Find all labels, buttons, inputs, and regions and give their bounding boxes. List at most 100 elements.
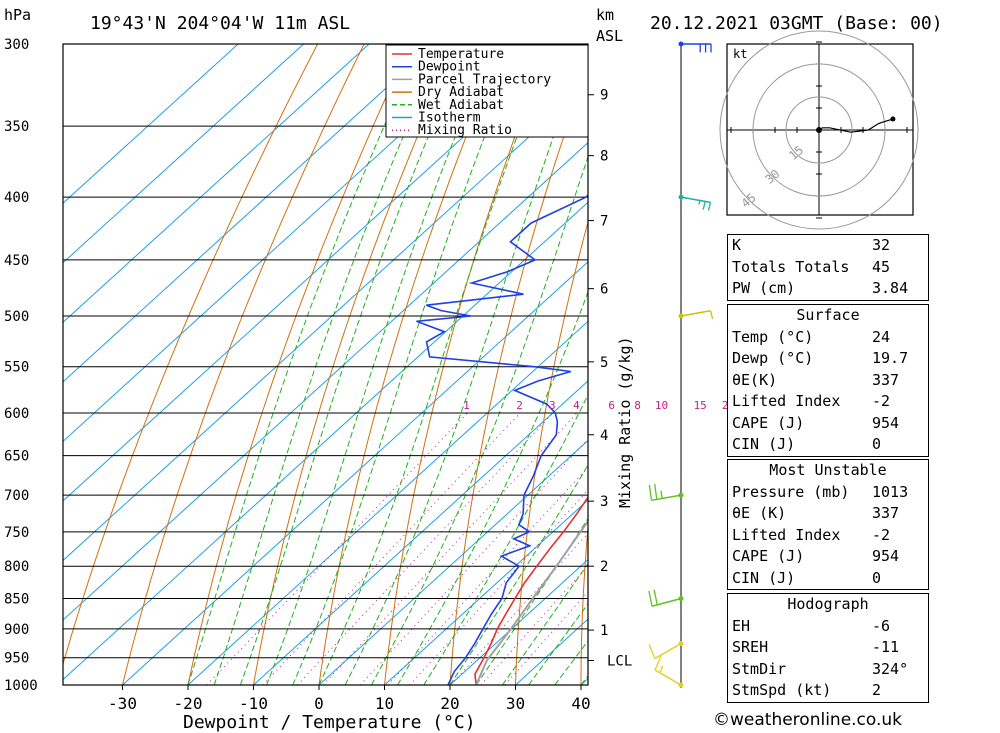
km-tick-label: 6 [600,282,608,298]
index-row: PW (cm) 3.84 [728,278,928,300]
wind-barb-flag [654,483,658,500]
wet-adiabat-line [528,602,588,685]
indices-panel: K 32 Totals Totals 45 PW (cm) 3.84 [727,234,929,301]
pressure-unit: hPa [4,6,31,24]
hodograph-unit: kt [733,47,747,61]
mu-value: 337 [872,504,900,522]
km-tick-label: 4 [600,428,608,444]
pressure-tick-label: 1000 [4,678,38,694]
datetime-title: 20.12.2021 03GMT (Base: 00) [650,13,943,34]
surface-row: Lifted Index -2 [728,391,928,413]
pressure-tick-label: 600 [4,406,29,422]
hodo-value: 324° [872,659,909,678]
legend-label: Parcel Trajectory [418,72,551,87]
isotherm-line [318,439,588,685]
mixing-ratio-label: 3 [549,399,556,412]
wind-barbs [648,41,714,688]
wet-adiabat-line [239,44,469,685]
mixing-ratio-label: 15 [694,399,707,412]
wind-barb-flag [702,201,706,210]
wind-barb-flag [698,200,701,205]
mixing-ratio-label: 8 [634,399,641,412]
km-tick-label: 8 [600,149,608,165]
hodograph-ring [719,30,919,230]
pressure-tick-label: 550 [4,360,29,376]
profile-lines [63,44,588,685]
hodo-row: StmSpd (kt) 2 [728,680,928,702]
index-row: K 32 [728,235,928,257]
most-unstable-panel: Most Unstable Pressure (mb) 1013 θE (K) 33… [727,459,929,590]
legend-label: Dry Adiabat [418,85,504,100]
km-tick-label: LCL [607,653,632,669]
hodo-value: -11 [872,638,900,656]
most-unstable-title: Most Unstable [769,461,887,479]
temp-tick-label: 30 [506,694,525,713]
mu-value: -2 [872,525,891,544]
hodo-value: -6 [872,616,891,635]
index-label: PW (cm) [732,279,796,297]
hodo-label: StmDir [732,659,787,678]
mu-label: Pressure (mb) [732,482,850,501]
surface-panel: Surface Temp (°C) 24 Dewp (°C) 19.7 θE(K) 3… [727,304,929,457]
wind-barb-flag [660,490,663,499]
temp-tick-label: -30 [108,694,137,713]
surface-value: 24 [872,327,891,346]
isotherm-line [63,44,370,323]
isotherm-line [384,499,588,685]
surface-label: Temp (°C) [732,327,814,346]
legend-label: Temperature [418,47,504,62]
hodo-value: 2 [872,681,882,699]
temp-tick-label: 0 [314,694,324,713]
wind-barb-flag [653,589,658,605]
surface-value: 954 [872,413,900,432]
surface-row: Temp (°C) 24 [728,327,928,349]
surface-value: 19.7 [872,349,909,367]
surface-value: 337 [872,370,900,389]
mixing-ratio-line [297,412,554,685]
hodograph-trace [818,118,894,133]
surface-label: θE(K) [732,370,778,389]
mu-row: CIN (J) 0 [728,568,928,590]
copyright-link[interactable]: ©weatheronline.co.uk [713,710,903,730]
mu-value: 954 [872,547,900,565]
mu-value: 0 [872,568,882,587]
isotherm-line [253,380,588,685]
wet-adiabat-line [213,44,445,685]
hodo-row: StmDir 324° [728,659,928,681]
index-label: Totals Totals [732,257,850,276]
surface-label: Dewp (°C) [732,349,814,367]
surface-row: CAPE (J) 954 [728,413,928,435]
hodograph-ring [785,96,853,164]
km-tick-label: 9 [600,88,608,104]
pressure-tick-label: 750 [4,525,29,541]
pressure-tick-label: 950 [4,651,29,667]
wind-barb-flag [654,655,662,671]
height-unit: km [596,6,614,24]
isotherm-line [63,44,435,383]
km-tick-label: 3 [600,494,608,510]
index-value: 32 [872,236,891,254]
temp-tick-label: -10 [239,694,268,713]
km-tick-label: 2 [600,559,608,575]
mixing-ratio-label: 10 [655,399,668,412]
surface-row: θE(K) 337 [728,370,928,392]
index-row: Totals Totals 45 [728,257,928,279]
surface-title: Surface [796,306,860,324]
pressure-tick-label: 500 [4,309,29,325]
hodograph-origin [816,127,822,133]
wet-adiabat-line [344,44,588,685]
pressure-tick-label: 650 [4,449,29,465]
pressure-tick-label: 900 [4,622,29,638]
mu-value: 1013 [872,482,909,501]
axes: 1234681015202530035040045050055060065070… [4,37,758,713]
hodo-label: StmSpd (kt) [732,681,832,699]
hodo-row: SREH -11 [728,637,928,659]
index-value: 3.84 [872,279,909,297]
mixing-ratio-label: 4 [573,399,580,412]
mu-row: CAPE (J) 954 [728,546,928,568]
height-unit-asl: ASL [596,27,623,45]
surface-label: Lifted Index [732,392,841,410]
surface-value: -2 [872,392,891,410]
